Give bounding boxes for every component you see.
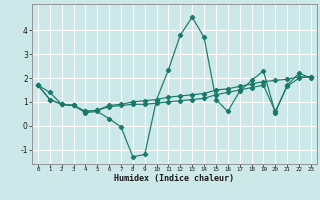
X-axis label: Humidex (Indice chaleur): Humidex (Indice chaleur) bbox=[115, 174, 234, 183]
